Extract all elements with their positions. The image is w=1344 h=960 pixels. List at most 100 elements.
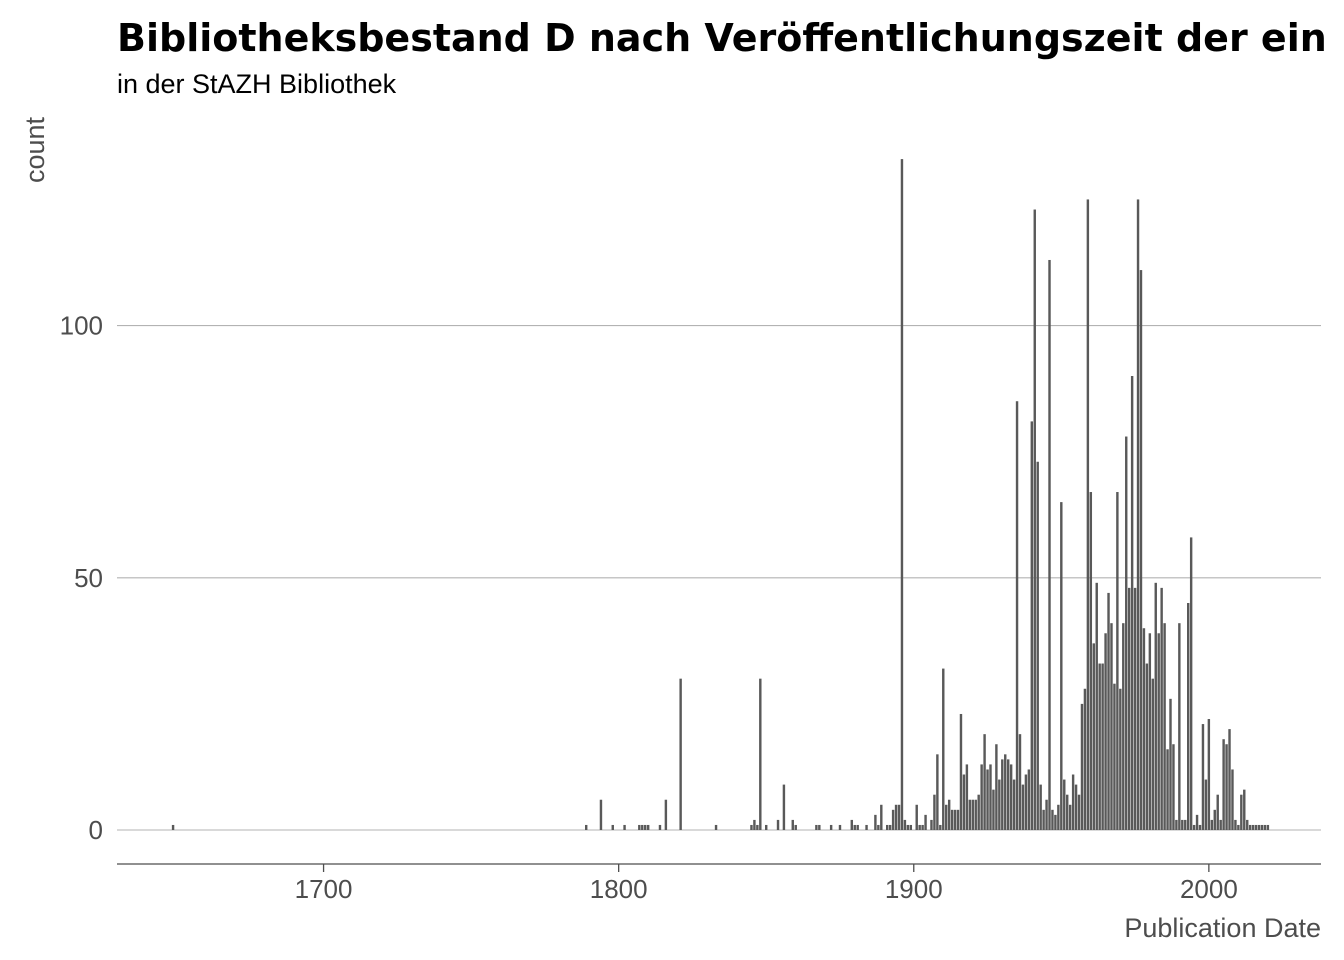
bar-1907 [933,794,936,830]
bar-1921 [974,799,977,830]
bar-1998 [1201,724,1205,830]
bar-1859 [791,819,794,830]
bar-1929 [998,779,1001,830]
bar-1794 [599,799,603,830]
bar-1951 [1063,779,1066,830]
bar-2000 [1207,719,1211,830]
bar-1987 [1169,698,1172,830]
bar-1912 [947,799,951,830]
x-tick-label: 1700 [295,874,353,904]
bar-1847 [756,824,759,830]
bar-1902 [918,824,921,830]
bar-1846 [753,819,756,830]
bar-1898 [906,824,910,830]
bar-1880 [853,824,856,830]
bar-2004 [1219,819,1222,830]
bar-1928 [995,744,998,830]
bar-2010 [1237,824,1240,830]
bar-2009 [1234,819,1237,830]
bar-1976 [1136,199,1140,830]
bar-1941 [1033,209,1036,830]
x-tick-label: 2000 [1180,874,1238,904]
bar-1920 [971,799,974,830]
bar-1995 [1192,824,1196,830]
bar-1982 [1154,582,1157,830]
bar-1856 [782,784,786,830]
bar-1980 [1148,633,1152,830]
bar-2018 [1260,824,1264,830]
bar-1891 [886,824,889,830]
bar-2019 [1263,824,1267,830]
bar-1964 [1101,663,1104,830]
bar-1938 [1024,774,1028,830]
bar-1879 [850,819,853,830]
bar-1943 [1039,784,1042,830]
bar-1948 [1054,814,1057,830]
bar-1922 [977,794,980,830]
bar-1992 [1184,819,1187,830]
bar-1808 [641,824,644,830]
bar-1893 [891,809,895,830]
bar-1926 [989,764,992,830]
bar-1868 [818,824,821,830]
bar-1923 [980,764,983,830]
bar-1955 [1074,784,1078,830]
bar-1649 [171,824,175,830]
bar-1991 [1181,819,1184,830]
bar-1994 [1189,537,1193,830]
bar-1967 [1110,623,1113,830]
bar-1904 [924,814,927,830]
bar-1917 [962,774,966,830]
bar-1953 [1068,804,1072,830]
bar-1887 [874,814,877,830]
x-tick-label: 1900 [885,874,943,904]
bar-1802 [623,824,626,830]
bar-1970 [1119,688,1122,830]
bar-1930 [1001,759,1004,830]
bar-1911 [945,804,948,830]
bar-2008 [1231,769,1234,830]
bar-1969 [1116,492,1119,830]
bar-1946 [1048,259,1051,831]
bar-1934 [1012,779,1016,830]
bar-1867 [815,824,818,830]
bar-1949 [1057,804,1060,830]
x-axis-title: Publication Date [1124,913,1321,943]
bar-1954 [1071,774,1075,830]
bar-1984 [1160,587,1163,830]
bar-2016 [1254,824,1258,830]
bar-1789 [585,824,588,830]
bar-1894 [894,804,898,830]
bar-2012 [1243,789,1246,830]
bar-1914 [953,809,957,830]
bar-1975 [1133,587,1137,830]
bar-1972 [1125,436,1128,830]
y-tick-label: 50 [74,563,103,593]
bar-1925 [986,769,989,830]
bar-2011 [1240,794,1243,830]
bar-1959 [1086,199,1090,830]
bar-1942 [1036,461,1039,830]
bar-1947 [1051,809,1054,830]
bar-1940 [1030,421,1034,830]
bar-1816 [664,799,668,830]
bar-1850 [765,824,768,830]
y-axis-title: count [20,116,50,183]
bar-1936 [1018,734,1022,830]
chart-subtitle: in der StAZH Bibliothek [117,69,397,99]
bar-1913 [950,809,954,830]
bar-1961 [1092,643,1095,830]
bar-1895 [897,804,901,830]
bar-2001 [1210,819,1214,830]
bar-1875 [838,824,842,830]
bar-2020 [1266,824,1270,830]
bar-1945 [1045,799,1048,830]
bar-1990 [1178,623,1181,830]
bar-1939 [1027,769,1031,830]
bar-1952 [1066,794,1069,830]
bar-1798 [611,824,614,830]
bar-2007 [1228,729,1231,830]
bar-1956 [1077,794,1081,830]
bar-1901 [915,804,918,830]
